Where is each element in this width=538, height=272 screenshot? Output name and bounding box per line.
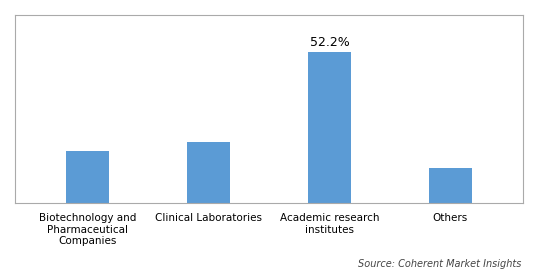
Bar	[187, 143, 230, 203]
Text: Source: Coherent Market Insights: Source: Coherent Market Insights	[358, 259, 522, 269]
Text: 52.2%: 52.2%	[309, 36, 349, 49]
Bar	[429, 168, 472, 203]
Bar	[66, 151, 109, 203]
Bar	[308, 52, 351, 203]
